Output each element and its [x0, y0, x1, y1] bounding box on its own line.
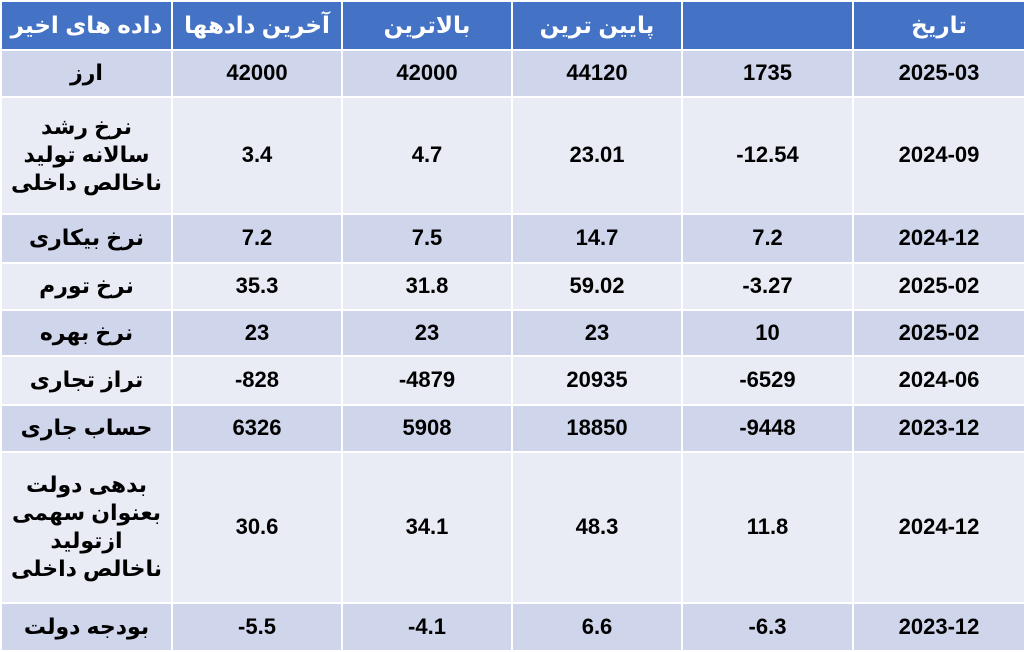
lowest-value: -12.54: [681, 95, 854, 215]
indicator-label: حساب جاری: [0, 403, 173, 453]
date-value: 2024-06: [852, 355, 1024, 406]
header-spacer: [681, 0, 854, 51]
recent-value: -5.5: [171, 602, 343, 652]
latest-value: 42000: [341, 49, 513, 98]
indicator-label: نرخ تورم: [0, 261, 173, 312]
latest-value: 34.1: [341, 450, 513, 605]
lowest-value: 1735: [681, 49, 854, 98]
indicator-label: نرخ رشد سالانه تولید ناخالص داخلی: [0, 95, 173, 215]
lowest-value: 10: [681, 309, 854, 358]
recent-value: 6326: [171, 403, 343, 453]
latest-value: -4879: [341, 355, 513, 406]
highest-value: 48.3: [511, 450, 683, 605]
indicator-label: نرخ بیکاری: [0, 212, 173, 264]
table-row: ارز 42000 42000 44120 1735 2025-03: [0, 49, 1024, 98]
table-row: نرخ بهره 23 23 23 10 2025-02: [0, 309, 1024, 358]
lowest-value: -6.3: [681, 602, 854, 652]
recent-value: 35.3: [171, 261, 343, 312]
latest-value: -4.1: [341, 602, 513, 652]
date-value: 2025-03: [852, 49, 1024, 98]
date-value: 2023-12: [852, 602, 1024, 652]
highest-value: 20935: [511, 355, 683, 406]
highest-value: 59.02: [511, 261, 683, 312]
latest-value: 31.8: [341, 261, 513, 312]
lowest-value: -3.27: [681, 261, 854, 312]
highest-value: 23: [511, 309, 683, 358]
date-value: 2025-02: [852, 261, 1024, 312]
table-row: نرخ تورم 35.3 31.8 59.02 -3.27 2025-02: [0, 261, 1024, 312]
table-row: نرخ رشد سالانه تولید ناخالص داخلی 3.4 4.…: [0, 95, 1024, 215]
recent-value: 3.4: [171, 95, 343, 215]
recent-value: 7.2: [171, 212, 343, 264]
latest-value: 7.5: [341, 212, 513, 264]
lowest-value: 11.8: [681, 450, 854, 605]
highest-value: 14.7: [511, 212, 683, 264]
date-value: 2025-02: [852, 309, 1024, 358]
header-lowest: پایین ترین: [511, 0, 683, 51]
latest-value: 4.7: [341, 95, 513, 215]
header-latest: آخرین دادهها: [171, 0, 343, 51]
lowest-value: 7.2: [681, 212, 854, 264]
header-date: تاریخ: [852, 0, 1024, 51]
header-row: داده های اخیر آخرین دادهها بالاترین پایی…: [0, 0, 1024, 51]
highest-value: 6.6: [511, 602, 683, 652]
recent-value: 30.6: [171, 450, 343, 605]
date-value: 2024-12: [852, 212, 1024, 264]
recent-value: -828: [171, 355, 343, 406]
indicator-label: بودجه دولت: [0, 602, 173, 652]
indicator-label: تراز تجاری: [0, 355, 173, 406]
table-row: تراز تجاری -828 -4879 20935 -6529 2024-0…: [0, 355, 1024, 406]
latest-value: 5908: [341, 403, 513, 453]
table-row: بدهی دولت بعنوان سهمی ازتولید ناخالص داخ…: [0, 450, 1024, 605]
header-recent: داده های اخیر: [0, 0, 173, 51]
date-value: 2024-09: [852, 95, 1024, 215]
header-highest: بالاترین: [341, 0, 513, 51]
date-value: 2023-12: [852, 403, 1024, 453]
table-row: نرخ بیکاری 7.2 7.5 14.7 7.2 2024-12: [0, 212, 1024, 264]
recent-value: 23: [171, 309, 343, 358]
table-row: بودجه دولت -5.5 -4.1 6.6 -6.3 2023-12: [0, 602, 1024, 652]
highest-value: 23.01: [511, 95, 683, 215]
indicator-label: بدهی دولت بعنوان سهمی ازتولید ناخالص داخ…: [0, 450, 173, 605]
highest-value: 44120: [511, 49, 683, 98]
latest-value: 23: [341, 309, 513, 358]
lowest-value: -6529: [681, 355, 854, 406]
table-row: حساب جاری 6326 5908 18850 -9448 2023-12: [0, 403, 1024, 453]
lowest-value: -9448: [681, 403, 854, 453]
date-value: 2024-12: [852, 450, 1024, 605]
indicator-label: ارز: [0, 49, 173, 98]
recent-value: 42000: [171, 49, 343, 98]
indicator-label: نرخ بهره: [0, 309, 173, 358]
highest-value: 18850: [511, 403, 683, 453]
